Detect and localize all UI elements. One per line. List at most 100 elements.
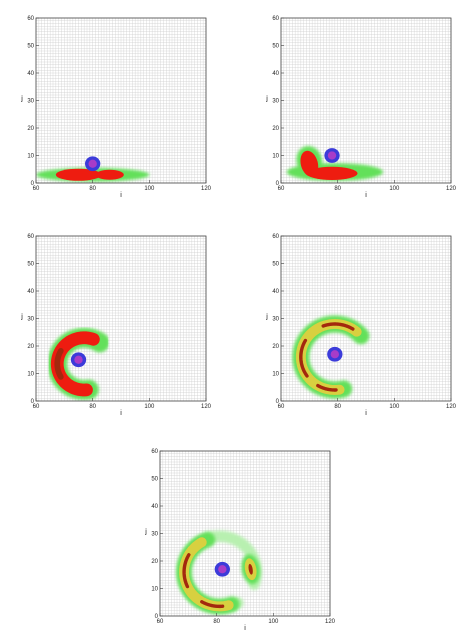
contour-fill-group xyxy=(176,530,262,615)
y-tick-label: 40 xyxy=(151,504,158,510)
contour-arc-darkred xyxy=(182,553,191,589)
plot-panel-2: 60 80 100 120 0 10 20 30 40 50 60 i j xyxy=(255,10,460,205)
x-axis-label: i xyxy=(365,410,367,417)
y-tick-label: 20 xyxy=(151,559,158,565)
x-tick-label: 120 xyxy=(325,619,336,625)
axis-ticks: 60 80 100 120 0 10 20 30 40 50 60 xyxy=(27,16,211,192)
y-tick-label: 10 xyxy=(272,154,279,160)
y-tick-label: 50 xyxy=(272,262,279,268)
y-tick-label: 20 xyxy=(272,344,279,350)
contour-arc-darkred xyxy=(200,600,225,609)
x-tick-label: 60 xyxy=(33,186,40,192)
y-tick-label: 40 xyxy=(27,71,34,77)
contour-fill-group xyxy=(36,167,150,182)
x-tick-label: 100 xyxy=(389,404,400,410)
x-tick-label: 120 xyxy=(446,186,457,192)
y-tick-label: 30 xyxy=(27,99,34,105)
vortex-marker xyxy=(214,561,230,577)
x-tick-label: 80 xyxy=(89,186,96,192)
y-tick-label: 0 xyxy=(155,614,159,620)
axis-ticks: 60 80 100 120 0 10 20 30 40 50 60 xyxy=(151,449,335,625)
contour-arc-darkred xyxy=(54,347,64,380)
contour-arc-darkred xyxy=(321,322,355,331)
marker-core xyxy=(327,151,337,160)
plot-panel-1: 60 80 100 120 0 10 20 30 40 50 60 i j xyxy=(10,10,215,205)
y-tick-label: 30 xyxy=(272,317,279,323)
y-tick-label: 60 xyxy=(27,234,34,240)
x-tick-label: 100 xyxy=(144,186,155,192)
y-tick-label: 10 xyxy=(272,372,279,378)
x-axis-label: i xyxy=(120,192,122,199)
y-tick-label: 0 xyxy=(276,399,280,405)
y-axis-label: j xyxy=(265,314,268,321)
y-tick-label: 50 xyxy=(272,44,279,50)
contour-plot-1: 60 80 100 120 0 10 20 30 40 50 60 i j xyxy=(20,16,211,199)
contour-arc-darkred xyxy=(299,338,309,378)
y-axis-label: j xyxy=(265,96,268,103)
marker-core xyxy=(74,355,83,364)
y-tick-label: 10 xyxy=(27,372,34,378)
y-tick-label: 10 xyxy=(151,587,158,593)
marker-core xyxy=(218,565,227,574)
plot-panel-3: 60 80 100 120 0 10 20 30 40 50 60 i j xyxy=(10,228,215,423)
x-tick-label: 60 xyxy=(157,619,164,625)
y-tick-label: 20 xyxy=(27,344,34,350)
y-tick-label: 50 xyxy=(27,44,34,50)
contour-plot-5: 60 80 100 120 0 10 20 30 40 50 60 i j xyxy=(144,449,335,632)
x-tick-label: 100 xyxy=(144,404,155,410)
plot-panel-4: 60 80 100 120 0 10 20 30 40 50 60 i j xyxy=(255,228,460,423)
x-tick-label: 80 xyxy=(334,404,341,410)
x-axis-label: i xyxy=(244,625,246,632)
y-tick-label: 40 xyxy=(272,71,279,77)
y-tick-label: 40 xyxy=(27,289,34,295)
contour-darkred xyxy=(248,563,253,575)
axis-ticks: 60 80 100 120 0 10 20 30 40 50 60 xyxy=(272,234,456,410)
x-tick-label: 100 xyxy=(268,619,279,625)
marker-core xyxy=(330,350,340,359)
plot-panel-5: 60 80 100 120 0 10 20 30 40 50 60 i j xyxy=(134,443,339,638)
contour-fill-group xyxy=(292,315,370,399)
grid xyxy=(35,17,207,184)
contour-red xyxy=(55,168,102,181)
axis-ticks: 60 80 100 120 0 10 20 30 40 50 60 xyxy=(27,234,211,410)
y-axis-label: j xyxy=(144,529,147,536)
contour-plot-2: 60 80 100 120 0 10 20 30 40 50 60 i j xyxy=(265,16,456,199)
vortex-marker xyxy=(70,352,87,368)
y-tick-label: 0 xyxy=(31,181,35,187)
vortex-marker xyxy=(324,148,340,163)
y-tick-label: 60 xyxy=(27,16,34,22)
x-axis-label: i xyxy=(120,410,122,417)
x-tick-label: 100 xyxy=(389,186,400,192)
contour-fill-group xyxy=(286,146,383,181)
x-axis-label: i xyxy=(365,192,367,199)
y-axis-label: j xyxy=(20,314,23,321)
y-tick-label: 40 xyxy=(272,289,279,295)
contour-red xyxy=(95,169,124,180)
y-tick-label: 30 xyxy=(272,99,279,105)
x-tick-label: 60 xyxy=(33,404,40,410)
x-tick-label: 60 xyxy=(278,404,285,410)
y-tick-label: 50 xyxy=(27,262,34,268)
x-tick-label: 60 xyxy=(278,186,285,192)
marker-core xyxy=(88,159,97,168)
y-tick-label: 20 xyxy=(27,126,34,132)
contour-arc-darkred xyxy=(316,383,338,392)
vortex-marker xyxy=(85,156,101,172)
y-tick-label: 60 xyxy=(272,234,279,240)
contour-plot-3: 60 80 100 120 0 10 20 30 40 50 60 i j xyxy=(20,234,211,417)
contour-fill-group xyxy=(47,327,110,400)
y-axis-label: j xyxy=(20,96,23,103)
x-tick-label: 80 xyxy=(213,619,220,625)
y-tick-label: 60 xyxy=(272,16,279,22)
y-tick-label: 30 xyxy=(27,317,34,323)
y-tick-label: 30 xyxy=(151,532,158,538)
grid xyxy=(35,235,207,402)
x-tick-label: 80 xyxy=(334,186,341,192)
y-tick-label: 10 xyxy=(27,154,34,160)
axis-ticks: 60 80 100 120 0 10 20 30 40 50 60 xyxy=(272,16,456,192)
contour-plot-4: 60 80 100 120 0 10 20 30 40 50 60 i j xyxy=(265,234,456,417)
contour-red xyxy=(306,166,358,180)
y-tick-label: 0 xyxy=(31,399,35,405)
y-tick-label: 50 xyxy=(151,477,158,483)
y-tick-label: 0 xyxy=(276,181,280,187)
